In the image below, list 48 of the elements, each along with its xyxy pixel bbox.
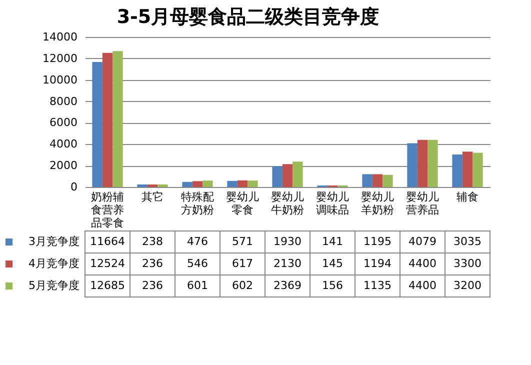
- data-label: 145: [322, 257, 343, 270]
- data-label: 11664: [90, 235, 125, 248]
- y-tick-label: 6000: [50, 116, 78, 130]
- data-label: 602: [232, 279, 253, 292]
- data-label: 546: [187, 257, 208, 270]
- data-label: 12524: [90, 257, 125, 270]
- y-tick-label: 10000: [42, 73, 78, 86]
- x-tick-label: 其它: [142, 190, 164, 204]
- data-label: 3300: [454, 257, 482, 270]
- data-label: 236: [142, 257, 163, 270]
- x-tick-label: 奶粉辅食营养品零食: [91, 190, 124, 230]
- data-label: 1194: [364, 257, 392, 270]
- data-label: 4079: [408, 235, 436, 248]
- y-tick-label: 8000: [50, 94, 78, 108]
- x-tick-label: 婴幼儿羊奶粉: [361, 190, 394, 216]
- data-label: 1195: [364, 235, 392, 248]
- data-label: 3035: [454, 235, 482, 248]
- data-label: 238: [142, 235, 163, 248]
- data-label: 601: [187, 279, 208, 292]
- legend-label: 3月竞争度: [28, 235, 80, 248]
- data-label: 4400: [408, 279, 436, 292]
- data-label: 476: [187, 235, 208, 248]
- x-tick-label: 辅食: [456, 190, 478, 204]
- data-label: 571: [232, 235, 253, 248]
- x-tick-label: 婴幼儿牛奶粉: [271, 190, 304, 216]
- data-label: 236: [142, 279, 163, 292]
- x-tick-label: 特殊配方奶粉: [181, 190, 214, 216]
- data-label: 2369: [274, 279, 302, 292]
- x-tick-label: 婴幼儿零食: [226, 190, 259, 216]
- data-label: 156: [322, 279, 343, 292]
- y-tick-label: 14000: [42, 30, 78, 44]
- data-label: 3200: [454, 279, 482, 292]
- data-label: 1135: [364, 279, 392, 292]
- y-tick-label: 4000: [50, 138, 78, 151]
- data-label: 2130: [274, 257, 302, 270]
- x-tick-label: 婴幼儿调味品: [316, 190, 349, 216]
- data-label: 141: [322, 235, 343, 248]
- data-label: 12685: [90, 279, 125, 292]
- data-label: 1930: [274, 235, 302, 248]
- chart-title: 3-5月母婴食品二级类目竞争度: [116, 6, 380, 28]
- x-tick-label: 婴幼儿营养品: [406, 190, 439, 216]
- y-tick-label: 0: [70, 180, 78, 194]
- data-label: 617: [232, 257, 253, 270]
- data-label: 4400: [408, 257, 436, 270]
- y-tick-label: 12000: [42, 52, 78, 65]
- legend-label: 4月竞争度: [28, 257, 80, 270]
- y-tick-label: 2000: [50, 159, 78, 172]
- legend-label: 5月竞争度: [28, 279, 80, 292]
